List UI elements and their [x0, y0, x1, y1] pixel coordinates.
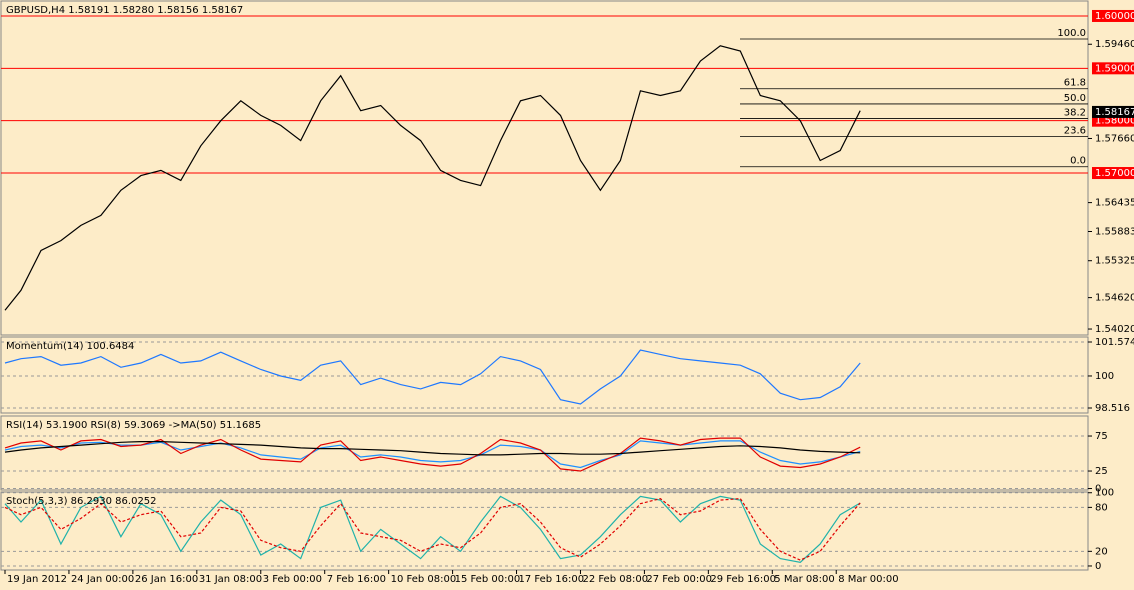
level-label: 1.58000 — [1095, 116, 1134, 127]
panel-frame — [0, 491, 1089, 571]
y-tick-label: 1.54620 — [1095, 293, 1134, 304]
y-tick-label: 1.55325 — [1095, 256, 1134, 267]
x-tick-label: 7 Feb 16:00 — [327, 574, 386, 585]
x-tick-label: 27 Feb 00:00 — [646, 574, 712, 585]
x-tick-label: 29 Feb 16:00 — [710, 574, 776, 585]
fib-label: 38.2 — [1064, 108, 1086, 119]
series-line — [4, 495, 861, 563]
series-line — [4, 437, 861, 472]
x-tick-label: 31 Jan 08:00 — [199, 574, 262, 585]
panel-frame — [0, 415, 1089, 491]
x-tick-label: 5 Mar 08:00 — [774, 574, 834, 585]
series-line — [4, 441, 861, 456]
fib-label: 61.8 — [1064, 78, 1086, 89]
y-tick-label: 80 — [1095, 502, 1108, 513]
x-tick-label: 8 Mar 00:00 — [838, 574, 898, 585]
panel-frame — [0, 336, 1089, 414]
y-tick-label: 100 — [1095, 488, 1114, 499]
fib-label: 50.0 — [1064, 93, 1086, 104]
level-label-box — [1092, 167, 1134, 180]
level-label: 1.60000 — [1095, 11, 1134, 22]
x-tick-label: 26 Jan 16:00 — [135, 574, 198, 585]
panel-frame — [0, 0, 1089, 336]
x-tick-label: 15 Feb 00:00 — [455, 574, 521, 585]
y-tick-label: 1.56435 — [1095, 198, 1134, 209]
last-price-label: 1.58167 — [1095, 107, 1134, 118]
level-label-box — [1092, 9, 1134, 22]
level-label-box — [1092, 62, 1134, 75]
x-tick-label: 24 Jan 00:00 — [71, 574, 134, 585]
y-tick-label: 0 — [1095, 561, 1101, 572]
x-tick-label: 3 Feb 00:00 — [263, 574, 322, 585]
level-label: 1.59000 — [1095, 63, 1134, 74]
y-tick-label: 100 — [1095, 371, 1114, 382]
series-line — [4, 497, 861, 561]
last-price-box — [1092, 105, 1134, 118]
y-tick-label: 75 — [1095, 431, 1108, 442]
y-tick-label: 1.59460 — [1095, 39, 1134, 50]
x-tick-label: 22 Feb 08:00 — [582, 574, 648, 585]
series-line — [4, 45, 861, 311]
y-tick-label: 98.516 — [1095, 403, 1130, 414]
y-tick-label: 20 — [1095, 546, 1108, 557]
y-tick-label: 1.55883 — [1095, 227, 1134, 238]
panel-title: Momentum(14) 100.6484 — [6, 341, 134, 352]
x-tick-label: 17 Feb 16:00 — [519, 574, 585, 585]
y-tick-label: 1.57660 — [1095, 133, 1134, 144]
panel-title: Stoch(5,3,3) 86.2930 86.0252 — [6, 496, 157, 507]
y-tick-label: 25 — [1095, 466, 1108, 477]
level-label: 1.57000 — [1095, 168, 1134, 179]
fib-label: 100.0 — [1057, 28, 1086, 39]
series-line — [4, 349, 861, 405]
panel-title: GBPUSD,H4 1.58191 1.58280 1.58156 1.5816… — [6, 5, 243, 16]
y-tick-label: 0 — [1095, 484, 1101, 495]
panel-title: RSI(14) 53.1900 RSI(8) 59.3069 ->MA(50) … — [6, 420, 261, 431]
fib-label: 0.0 — [1070, 156, 1086, 167]
y-tick-label: 101.574 — [1095, 337, 1134, 348]
x-tick-label: 19 Jan 2012 — [7, 574, 67, 585]
x-tick-label: 10 Feb 08:00 — [391, 574, 457, 585]
fib-label: 23.6 — [1064, 125, 1086, 136]
y-tick-label: 1.54020 — [1095, 324, 1134, 335]
